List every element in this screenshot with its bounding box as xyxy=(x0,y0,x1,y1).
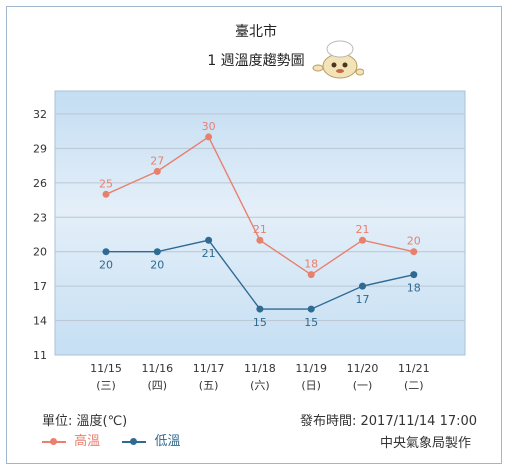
legend-label-high: 高溫 xyxy=(74,434,101,449)
chart-title: 臺北市 xyxy=(235,24,277,40)
low-temp-point xyxy=(410,271,418,279)
x-tick-label: 11/17 xyxy=(193,362,225,375)
legend-item-low: 低溫 xyxy=(122,430,180,449)
y-tick-label: 23 xyxy=(33,211,47,224)
high-temp-label: 18 xyxy=(304,258,318,271)
high-temp-point xyxy=(410,248,418,256)
chart-subtitle: 1 週溫度趨勢圖 xyxy=(207,53,305,69)
low-temp-point xyxy=(307,305,315,313)
x-weekday-label: (一) xyxy=(353,379,373,392)
high-temp-label: 25 xyxy=(99,177,113,190)
x-tick-label: 11/21 xyxy=(398,362,430,375)
x-weekday-label: (四) xyxy=(148,379,168,392)
high-temp-point xyxy=(153,167,161,175)
low-temp-point xyxy=(153,248,161,256)
high-temp-point xyxy=(307,271,315,279)
legend-swatch-low xyxy=(122,437,147,445)
x-tick-label: 11/18 xyxy=(244,362,276,375)
low-temp-label: 20 xyxy=(150,259,164,272)
high-temp-point xyxy=(359,236,366,244)
low-temp-point xyxy=(205,236,213,244)
y-tick-label: 11 xyxy=(33,349,47,362)
legend-label-low: 低溫 xyxy=(154,434,181,449)
high-temp-label: 21 xyxy=(356,223,370,236)
low-temp-label: 21 xyxy=(202,247,216,260)
x-tick-label: 11/15 xyxy=(90,362,122,375)
x-tick-label: 11/20 xyxy=(347,362,379,375)
high-temp-label: 21 xyxy=(253,223,267,236)
low-temp-label: 15 xyxy=(253,316,267,329)
y-tick-label: 29 xyxy=(33,142,47,155)
legend-item-high: 高溫 xyxy=(42,430,100,449)
x-weekday-label: (日) xyxy=(301,379,321,392)
y-tick-label: 26 xyxy=(33,177,47,190)
low-temp-point xyxy=(359,282,366,290)
y-tick-label: 20 xyxy=(33,246,47,259)
low-temp-label: 15 xyxy=(304,316,318,329)
legend: 高溫 低溫 xyxy=(42,430,198,449)
legend-swatch-high xyxy=(42,437,66,445)
high-temp-point xyxy=(102,190,110,198)
low-temp-point xyxy=(102,248,110,256)
high-temp-label: 30 xyxy=(202,120,216,133)
low-temp-label: 18 xyxy=(407,282,421,295)
y-tick-label: 14 xyxy=(33,315,47,328)
x-tick-label: 11/16 xyxy=(141,362,173,375)
y-tick-label: 32 xyxy=(33,108,47,121)
x-weekday-label: (二) xyxy=(404,379,424,392)
low-temp-point xyxy=(256,305,264,313)
high-temp-label: 20 xyxy=(407,235,421,248)
issued-time: 發布時間: 2017/11/14 17:00 xyxy=(300,414,478,429)
unit-label: 單位: 溫度(℃) xyxy=(42,414,128,429)
high-temp-point xyxy=(256,236,264,244)
producer-label: 中央氣象局製作 xyxy=(380,436,472,451)
low-temp-label: 17 xyxy=(356,293,370,306)
high-temp-label: 27 xyxy=(150,154,164,167)
low-temp-label: 20 xyxy=(99,259,113,272)
weather-mascot-icon xyxy=(312,40,364,79)
x-weekday-label: (六) xyxy=(250,379,270,392)
y-tick-label: 17 xyxy=(33,280,47,293)
x-tick-label: 11/19 xyxy=(295,362,327,375)
x-weekday-label: (五) xyxy=(199,379,219,392)
high-temp-point xyxy=(205,133,213,141)
x-weekday-label: (三) xyxy=(96,379,116,392)
